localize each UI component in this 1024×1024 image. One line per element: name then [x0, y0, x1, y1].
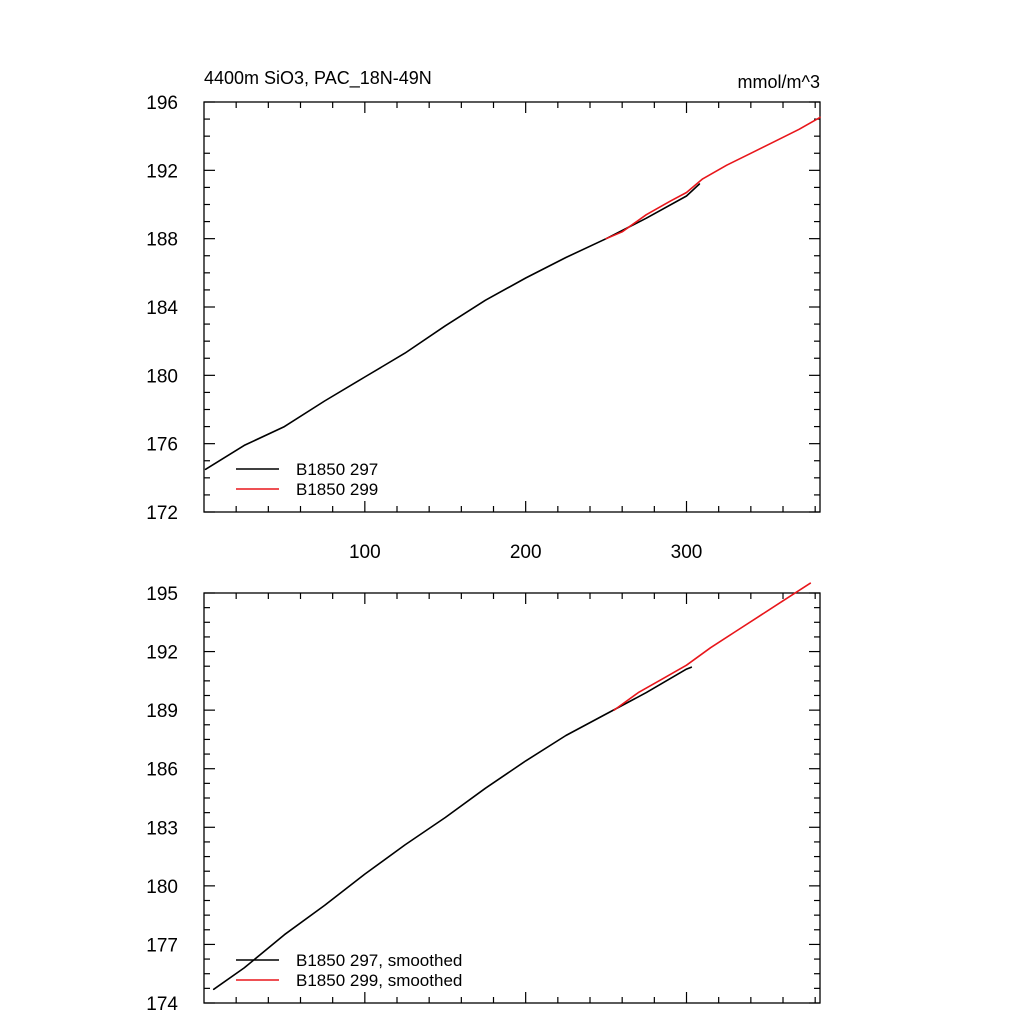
y-tick-label: 192	[146, 161, 178, 182]
y-tick-label: 176	[146, 435, 178, 456]
x-tick-label: 300	[671, 542, 703, 563]
series-line-black	[212, 666, 693, 991]
y-tick-label: 172	[146, 503, 178, 524]
legend-label: B1850 299	[296, 480, 378, 499]
bottom-chart: 174 177 180 183 186 189 192 195 B1850 297, smoo…	[146, 582, 821, 1015]
tick-marks	[204, 592, 820, 1004]
y-tick-label: 189	[146, 701, 178, 722]
legend-label: B1850 297, smoothed	[296, 951, 462, 970]
series-line-red	[613, 582, 812, 711]
chart-units: mmol/m^3	[738, 72, 820, 92]
series-line-black	[204, 183, 701, 471]
y-tick-label: 177	[146, 935, 178, 956]
y-tick-label: 174	[146, 994, 178, 1015]
y-tick-label: 188	[146, 230, 178, 251]
x-tick-label: 200	[510, 542, 542, 563]
y-tick-label: 186	[146, 760, 178, 781]
top-chart: 4400m SiO3, PAC_18N-49N mmol/m^3 1721761…	[146, 68, 821, 563]
y-tick-label: 195	[146, 584, 178, 605]
chart-title: 4400m SiO3, PAC_18N-49N	[204, 68, 432, 89]
series-lines	[212, 582, 812, 991]
y-tick-label: 196	[146, 93, 178, 114]
series-lines	[204, 116, 821, 471]
tick-labels: 174 177 180 183 186 189 192 195	[146, 584, 178, 1015]
tick-labels: 172 176 180 184 188 192 196 100 200 300	[146, 93, 702, 563]
legend-label: B1850 297	[296, 460, 378, 479]
series-line-red	[605, 116, 821, 240]
y-tick-label: 192	[146, 643, 178, 664]
y-tick-label: 183	[146, 818, 178, 839]
y-tick-label: 180	[146, 877, 178, 898]
legend-label: B1850 299, smoothed	[296, 971, 462, 990]
y-tick-label: 184	[146, 298, 178, 319]
plot-frame	[203, 101, 821, 513]
x-tick-label: 100	[349, 542, 381, 563]
tick-marks	[204, 101, 820, 513]
y-tick-label: 180	[146, 366, 178, 387]
plot-frame	[203, 592, 821, 1004]
